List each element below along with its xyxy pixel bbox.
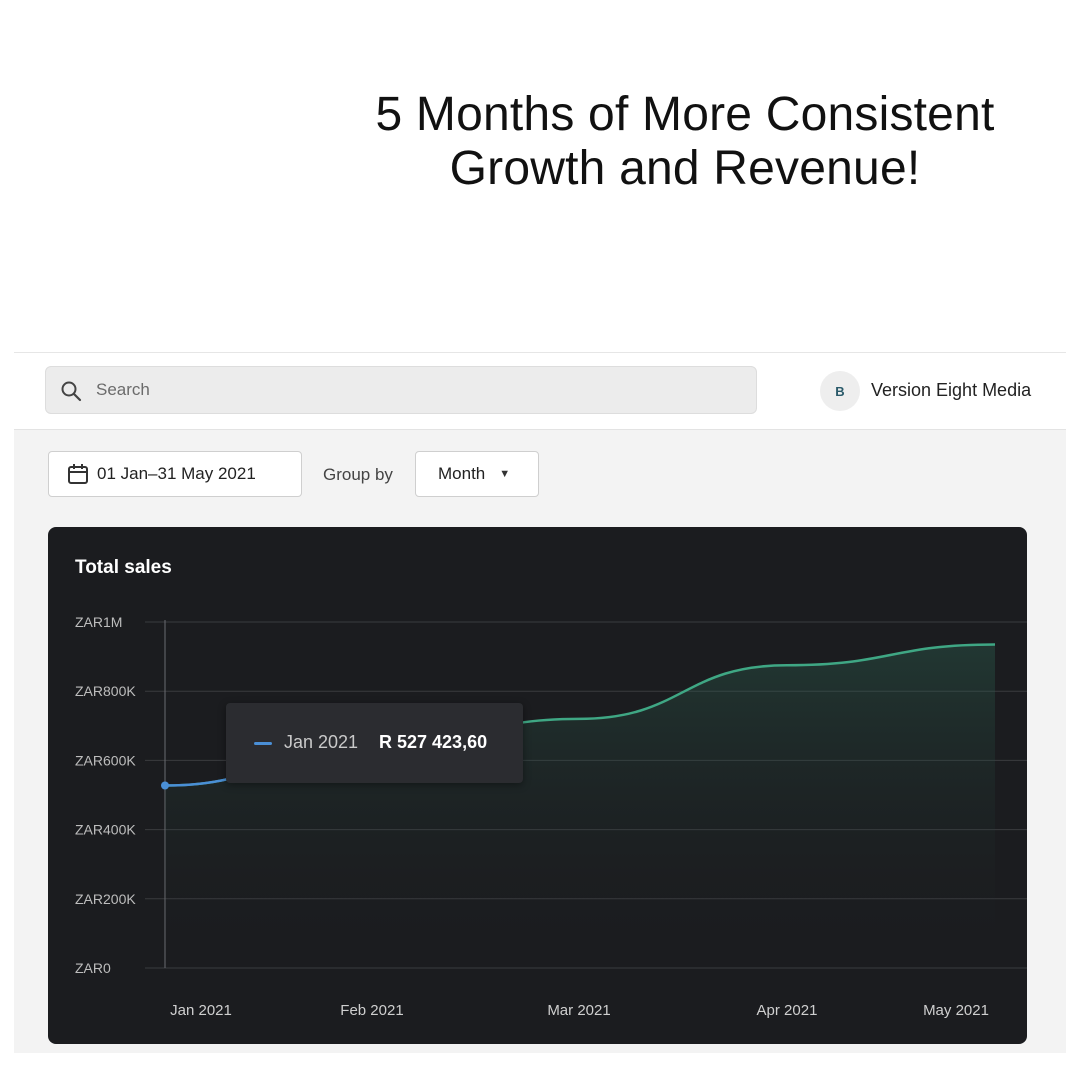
total-sales-chart: Total sales ZAR1M ZAR800K ZAR600K ZAR400K ZA… — [48, 527, 1027, 1044]
y-tick-label: ZAR800K — [75, 683, 136, 699]
y-tick-label: ZAR400K — [75, 822, 136, 838]
store-logo-icon[interactable]: B — [820, 371, 860, 411]
tooltip-label: Jan 2021 — [284, 732, 359, 752]
line-chart[interactable]: ZAR1M ZAR800K ZAR600K ZAR400K ZAR200K ZAR0 Jan… — [48, 527, 1027, 1044]
y-tick-label: ZAR0 — [75, 960, 111, 976]
chevron-down-icon: ▼ — [499, 468, 511, 480]
search-placeholder: Search — [96, 380, 150, 399]
group-by-value: Month — [438, 464, 486, 483]
x-tick-label: Feb 2021 — [340, 1002, 403, 1019]
chart-tooltip: Jan 2021 R 527 423,60 — [226, 703, 523, 783]
x-tick-label: May 2021 — [923, 1002, 989, 1019]
chart-title: Total sales — [75, 557, 172, 578]
series-line-highlight — [164, 745, 373, 787]
data-point — [161, 781, 169, 790]
group-by-label: Group by — [323, 465, 393, 484]
tooltip-value: R 527 423,60 — [379, 732, 488, 752]
y-tick-label: ZAR600K — [75, 752, 136, 768]
x-tick-label: Apr 2021 — [757, 1002, 818, 1019]
x-tick-label: Jan 2021 — [170, 1002, 232, 1019]
y-tick-label: ZAR1M — [75, 614, 122, 630]
search-icon — [61, 381, 82, 402]
area-fill — [165, 644, 995, 968]
headline: 5 Months of More Consistent Growth and R… — [330, 88, 1040, 196]
calendar-icon — [68, 464, 88, 484]
series-swatch — [254, 742, 272, 745]
analytics-screenshot: Search B Version Eight Media 01 Jan–31 M… — [14, 352, 1066, 1053]
search-bar[interactable]: Search — [45, 366, 757, 414]
y-tick-label: ZAR200K — [75, 891, 136, 907]
headline-line-2: Growth and Revenue! — [449, 142, 921, 195]
headline-line-1: 5 Months of More Consistent — [375, 88, 995, 141]
x-tick-label: Mar 2021 — [547, 1002, 610, 1019]
top-bar: Search B Version Eight Media — [14, 353, 1066, 430]
date-range-label: 01 Jan–31 May 2021 — [97, 464, 256, 483]
store-logo-letter: B — [835, 383, 845, 399]
group-by-select[interactable]: Month ▼ — [415, 451, 539, 497]
store-name[interactable]: Version Eight Media — [871, 380, 1032, 400]
date-range-button[interactable]: 01 Jan–31 May 2021 — [48, 451, 302, 497]
